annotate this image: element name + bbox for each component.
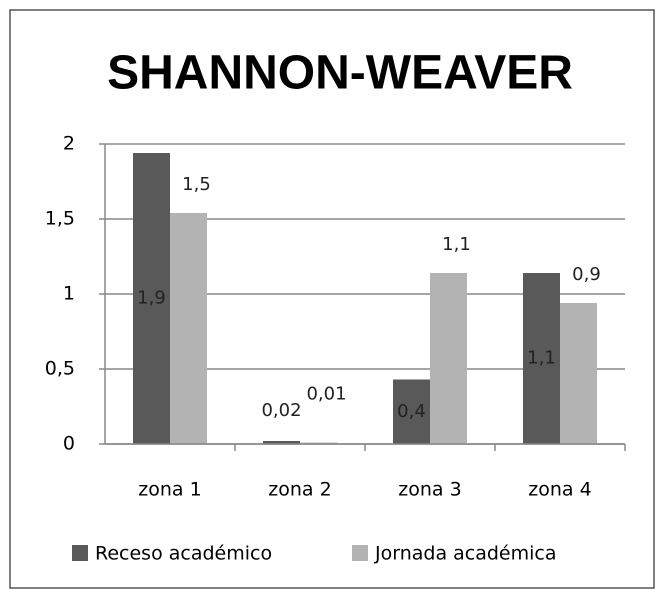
- x-tick-label: zona 2: [268, 479, 331, 501]
- data-label: 1,1: [442, 234, 471, 255]
- data-label: 0,02: [261, 400, 301, 421]
- y-tick-label: 1: [63, 283, 75, 305]
- bar: [263, 441, 300, 444]
- bar: [393, 379, 430, 444]
- legend-label: Receso académico: [95, 543, 272, 565]
- legend-swatch: [352, 545, 368, 561]
- bar: [523, 273, 560, 444]
- bar: [170, 213, 207, 444]
- x-tick-label: zona 1: [138, 479, 201, 501]
- legend-swatch: [72, 545, 88, 561]
- data-label: 0,4: [397, 401, 426, 422]
- legend-label: Jornada académica: [374, 543, 557, 565]
- bar: [560, 303, 597, 444]
- y-tick-label: 2: [63, 133, 75, 155]
- bar: [133, 153, 170, 444]
- x-tick-label: zona 4: [528, 479, 591, 501]
- y-tick-label: 0: [63, 433, 75, 455]
- y-tick-label: 0,5: [45, 358, 75, 380]
- y-tick-label: 1,5: [45, 208, 75, 230]
- data-label: 1,1: [527, 348, 556, 369]
- x-tick-label: zona 3: [398, 479, 461, 501]
- data-label: 1,5: [182, 174, 211, 195]
- bar: [430, 273, 467, 444]
- chart-title: SHANNON-WEAVER: [107, 47, 573, 100]
- data-label: 1,9: [137, 288, 166, 309]
- data-label: 0,01: [306, 384, 346, 405]
- data-label: 0,9: [572, 264, 601, 285]
